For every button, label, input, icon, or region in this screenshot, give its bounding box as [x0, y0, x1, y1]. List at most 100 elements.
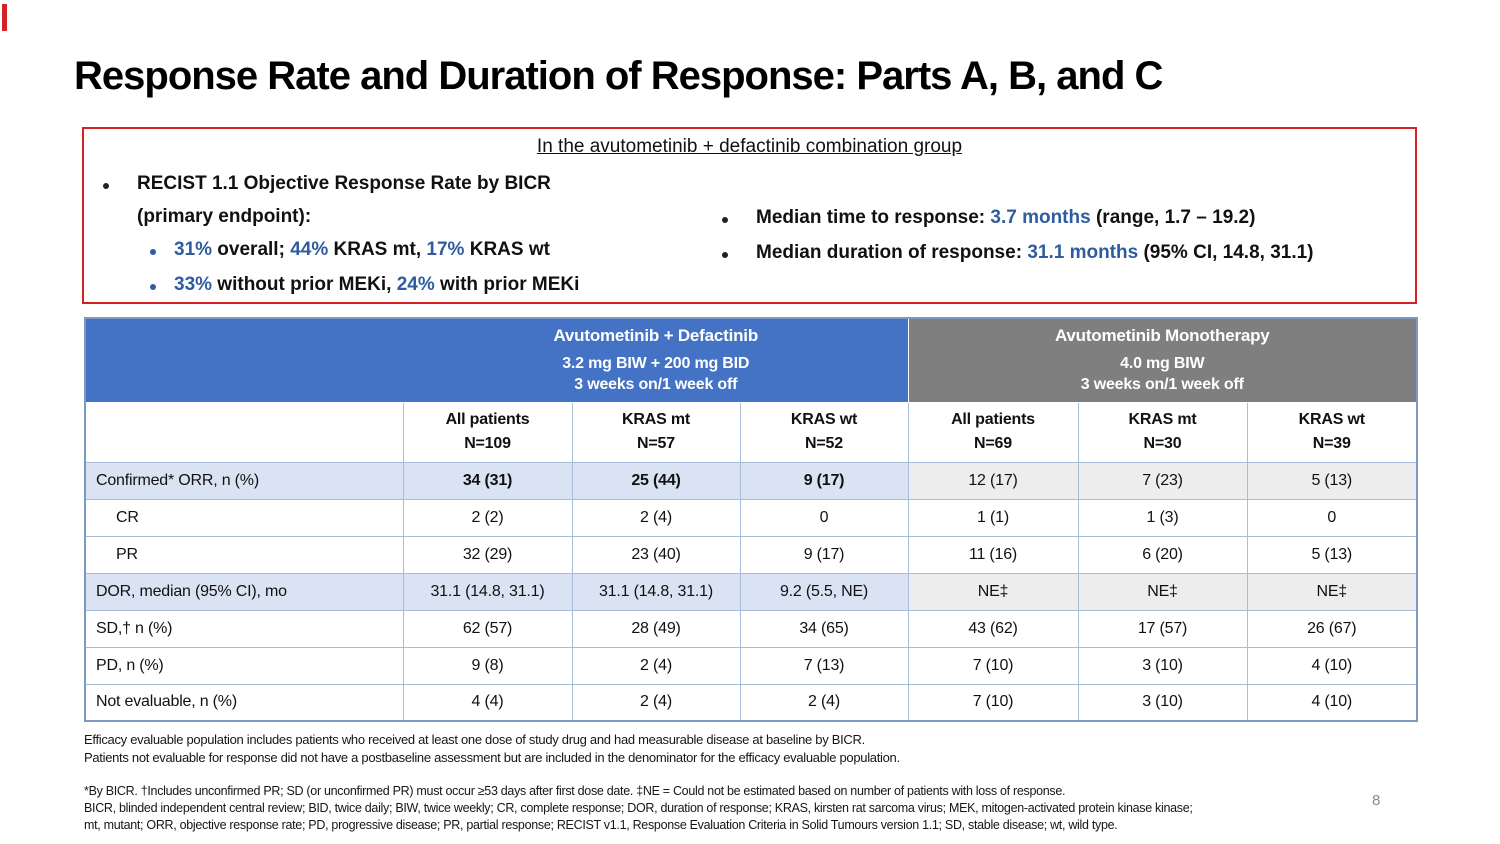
footnote-efficacy-population: Efficacy evaluable population includes p…	[84, 731, 900, 767]
recist-line2: (primary endpoint):	[137, 206, 312, 227]
cell: 9 (17)	[739, 461, 909, 500]
meki-without-pct: 33%	[174, 274, 213, 295]
bullet-icon	[103, 183, 109, 189]
orr-overall-pct: 31%	[174, 239, 213, 260]
cell: 2 (4)	[739, 683, 909, 722]
row-label: PR	[84, 535, 404, 574]
table-row-pr: PR 32 (29) 23 (40) 9 (17) 11 (16) 6 (20)…	[84, 535, 1418, 574]
table-row-not-evaluable: Not evaluable, n (%) 4 (4) 2 (4) 2 (4) 7…	[84, 683, 1418, 722]
cell: 17 (57)	[1077, 609, 1248, 648]
bullet-recist-orr-cont: (primary endpoint):	[137, 206, 311, 228]
col-n: N=69	[974, 435, 1012, 452]
footnote-line: Patients not evaluable for response did …	[84, 750, 900, 765]
col-label: KRAS mt	[622, 411, 690, 428]
cell: 7 (10)	[907, 646, 1079, 685]
cell: 34 (31)	[402, 461, 573, 500]
cell: 25 (44)	[571, 461, 741, 500]
cell: 2 (4)	[571, 646, 741, 685]
mono-group-dose: 4.0 mg BIW	[1120, 354, 1205, 372]
cell: 0	[1246, 498, 1418, 537]
cell: 2 (4)	[571, 683, 741, 722]
cell: 28 (49)	[571, 609, 741, 648]
combo-group-dose: 3.2 mg BIW + 200 mg BID	[562, 354, 750, 372]
cell: 31.1 (14.8, 31.1)	[402, 572, 573, 611]
col-n: N=30	[1143, 435, 1182, 452]
col-n: N=109	[464, 435, 511, 452]
dor-value: 31.1 months	[1027, 242, 1139, 263]
cell: 5 (13)	[1246, 535, 1418, 574]
column-header: All patients N=109	[402, 401, 573, 463]
mono-group-schedule: 3 weeks on/1 week off	[1080, 375, 1244, 393]
cell: 4 (4)	[402, 683, 573, 722]
cell: 4 (10)	[1246, 646, 1418, 685]
table-row-orr: Confirmed* ORR, n (%) 34 (31) 25 (44) 9 …	[84, 461, 1418, 500]
col-n: N=52	[805, 435, 843, 452]
meki-without-label: without prior MEKi,	[212, 274, 397, 295]
slide-title: Response Rate and Duration of Response: …	[74, 54, 1163, 98]
slide-corner-mark	[2, 4, 7, 31]
bullet-icon	[150, 284, 156, 290]
cell: 7 (23)	[1077, 461, 1248, 500]
row-label: Not evaluable, n (%)	[84, 683, 404, 722]
ttr-value: 3.7 months	[990, 207, 1091, 228]
meki-with-pct: 24%	[396, 274, 435, 295]
cell: 2 (4)	[571, 498, 741, 537]
row-label: CR	[84, 498, 404, 537]
column-header: KRAS wt N=39	[1246, 401, 1418, 463]
footnote-line: BICR, blinded independent central review…	[84, 801, 1193, 815]
duration-of-response-text: Median duration of response: 31.1 months…	[756, 242, 1314, 263]
ttr-range: (range, 1.7 – 19.2)	[1090, 207, 1256, 228]
sub-bullet-meki-rates: 33% without prior MEKi, 24% with prior M…	[150, 274, 579, 296]
column-header: KRAS mt N=57	[571, 401, 741, 463]
table-group-header-row: Avutometinib + Defactinib 3.2 mg BIW + 2…	[84, 317, 1418, 403]
meki-with-label: with prior MEKi	[434, 274, 580, 295]
cell: 26 (67)	[1246, 609, 1418, 648]
cell: 1 (3)	[1077, 498, 1248, 537]
callout-heading: In the avutometinib + defactinib combina…	[84, 136, 1415, 158]
group-header-combination: Avutometinib + Defactinib 3.2 mg BIW + 2…	[84, 317, 909, 403]
bullet-icon	[150, 249, 156, 255]
row-label: SD,† n (%)	[84, 609, 404, 648]
meki-rates-text: 33% without prior MEKi, 24% with prior M…	[174, 274, 579, 295]
col-n: N=57	[637, 435, 675, 452]
cell: 6 (20)	[1077, 535, 1248, 574]
orr-overall-label: overall;	[212, 239, 291, 260]
table-row-dor: DOR, median (95% CI), mo 31.1 (14.8, 31.…	[84, 572, 1418, 611]
row-label: Confirmed* ORR, n (%)	[84, 461, 404, 500]
bullet-duration-of-response: Median duration of response: 31.1 months…	[722, 242, 1314, 264]
cell: 3 (10)	[1077, 646, 1248, 685]
cell: 31.1 (14.8, 31.1)	[571, 572, 741, 611]
orr-krasmt-pct: 44%	[290, 239, 329, 260]
recist-line1: RECIST 1.1 Objective Response Rate by BI…	[137, 173, 551, 194]
col-label: KRAS mt	[1128, 411, 1197, 428]
key-results-callout: In the avutometinib + defactinib combina…	[82, 127, 1417, 304]
footnote-line: *By BICR. †Includes unconfirmed PR; SD (…	[84, 784, 1066, 798]
cell: NE‡	[1077, 572, 1248, 611]
orr-krasmt-label: KRAS mt,	[328, 239, 427, 260]
cell: 9 (17)	[739, 535, 909, 574]
cell: 2 (2)	[402, 498, 573, 537]
cell: 3 (10)	[1077, 683, 1248, 722]
dor-ci: (95% CI, 14.8, 31.1)	[1138, 242, 1314, 263]
combo-group-name: Avutometinib + Defactinib	[553, 325, 759, 345]
col-label: KRAS wt	[790, 411, 858, 428]
cell: 12 (17)	[907, 461, 1079, 500]
col-label: All patients	[951, 411, 1035, 428]
cell: NE‡	[1246, 572, 1418, 611]
footnote-line: mt, mutant; ORR, objective response rate…	[84, 818, 1118, 832]
column-header: KRAS wt N=52	[739, 401, 909, 463]
cell: 7 (10)	[907, 683, 1079, 722]
bullet-icon	[722, 217, 728, 223]
cell: 9.2 (5.5, NE)	[739, 572, 909, 611]
cell: NE‡	[907, 572, 1079, 611]
row-label: DOR, median (95% CI), mo	[84, 572, 404, 611]
ttr-label: Median time to response:	[756, 207, 991, 228]
column-header: All patients N=69	[907, 401, 1079, 463]
orr-kraswt-label: KRAS wt	[464, 239, 550, 260]
dor-label: Median duration of response:	[756, 242, 1028, 263]
footnote-abbreviations: *By BICR. †Includes unconfirmed PR; SD (…	[84, 783, 1193, 834]
footnote-line: Efficacy evaluable population includes p…	[84, 732, 865, 747]
mono-group-name: Avutometinib Monotherapy	[1054, 325, 1270, 345]
group-header-monotherapy: Avutometinib Monotherapy 4.0 mg BIW 3 we…	[907, 317, 1418, 403]
cell: 5 (13)	[1246, 461, 1418, 500]
